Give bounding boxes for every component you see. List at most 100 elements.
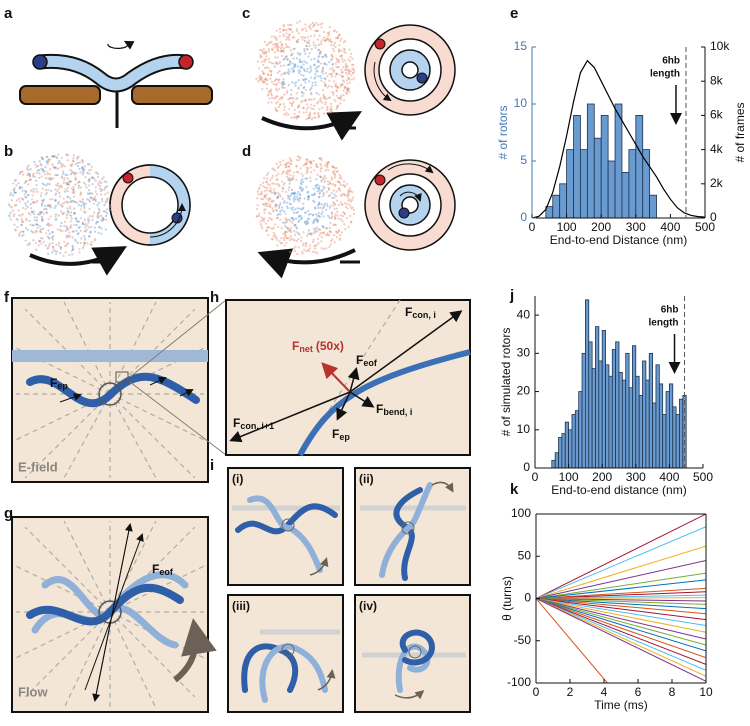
bar <box>552 194 561 219</box>
cloud-dot <box>325 247 328 250</box>
cloud-dot <box>265 180 268 183</box>
cloud-dot <box>84 230 87 233</box>
cloud-dot <box>276 196 280 199</box>
cloud-dot <box>282 102 285 106</box>
cloud-dot <box>331 62 334 66</box>
cloud-dot <box>279 213 282 216</box>
cloud-dot <box>301 99 304 103</box>
cloud-dot <box>268 184 271 187</box>
cloud-dot <box>270 199 274 202</box>
cloud-dot <box>24 202 27 205</box>
cloud-dot <box>289 158 292 162</box>
cloud-dot <box>77 184 81 187</box>
cloud-dot <box>300 73 303 76</box>
cloud-dot <box>308 98 312 101</box>
force-label: Fep <box>332 427 350 442</box>
cloud-dot <box>54 204 57 208</box>
series-line <box>536 598 706 677</box>
cloud-dot <box>264 222 268 225</box>
cloud-dot <box>53 167 56 170</box>
cloud-dot <box>324 54 327 57</box>
cloud-dot <box>287 169 290 172</box>
cloud-dot <box>314 184 317 188</box>
cloud-dot <box>284 230 287 234</box>
cloud-dot <box>306 170 309 173</box>
cloud-dot <box>301 28 304 32</box>
cloud-dot <box>100 189 103 192</box>
cloud-dot <box>292 224 296 227</box>
cloud-dot <box>302 206 305 209</box>
cloud-dot <box>38 160 41 163</box>
cloud-dot <box>260 216 263 219</box>
cloud-dot <box>309 179 312 183</box>
cloud-dot <box>323 77 326 80</box>
cloud-dot <box>291 81 294 84</box>
cloud-dot <box>97 207 100 210</box>
cloud-dot <box>263 81 267 84</box>
cloud-dot <box>336 86 340 89</box>
cloud-dot <box>277 78 280 82</box>
cloud-dot <box>57 214 60 217</box>
cloud-dot <box>282 34 285 38</box>
cloud-dot <box>271 238 274 241</box>
cloud-dot <box>291 192 294 195</box>
cloud-dot <box>323 95 327 99</box>
cloud-dot <box>26 228 30 232</box>
cloud-dot <box>270 237 273 241</box>
cloud-dot <box>283 86 286 90</box>
cloud-dot <box>323 62 326 65</box>
cloud-dot <box>334 85 337 88</box>
cloud-dot <box>336 210 339 213</box>
cloud-dot <box>269 74 273 77</box>
cloud-dot <box>270 80 274 83</box>
cloud-dot <box>310 69 313 72</box>
cloud-dot <box>335 72 338 75</box>
cloud-dot <box>276 56 279 59</box>
cloud-dot <box>347 71 350 74</box>
cloud-dot <box>60 156 63 160</box>
cloud-dot <box>289 97 292 100</box>
cloud-dot <box>304 81 307 84</box>
cloud-dot <box>316 189 319 193</box>
cloud-dot <box>339 237 342 240</box>
cloud-dot <box>266 177 269 180</box>
cloud-dot <box>312 194 315 197</box>
cloud-dot <box>317 61 320 64</box>
cloud-dot <box>68 231 71 234</box>
cloud-dot <box>269 178 272 182</box>
cloud-dot <box>51 231 54 234</box>
cloud-dot <box>100 227 103 230</box>
cloud-dot <box>329 40 333 43</box>
cloud-dot <box>303 60 306 63</box>
cloud-dot <box>301 188 304 192</box>
cloud-dot <box>289 230 293 234</box>
cloud-dot <box>294 245 297 248</box>
cloud-dot <box>280 49 283 52</box>
cloud-dot <box>335 230 338 233</box>
ring-diagrams <box>29 24 456 279</box>
cloud-dot <box>305 44 308 47</box>
cloud-dot <box>291 208 294 212</box>
cloud-dot <box>261 203 265 206</box>
cloud-dot <box>307 229 311 232</box>
cloud-dot <box>343 184 346 187</box>
x-tick-label: 200 <box>591 220 611 234</box>
cloud-dot <box>68 253 71 257</box>
cloud-dot <box>346 193 349 196</box>
cloud-dot <box>304 211 307 214</box>
cloud-dot <box>302 202 305 205</box>
cloud-dot <box>22 173 25 176</box>
cloud-dot <box>275 83 278 86</box>
bar <box>662 414 667 469</box>
cloud-dot <box>100 219 103 222</box>
cloud-dot <box>289 169 292 172</box>
cloud-dot <box>300 208 303 211</box>
cloud-dot <box>91 183 94 186</box>
cloud-dot <box>34 163 37 166</box>
cloud-dot <box>73 173 77 176</box>
cloud-dot <box>318 157 322 160</box>
cloud-dot <box>312 24 315 27</box>
cloud-dot <box>353 69 356 72</box>
cloud-dot <box>83 207 86 210</box>
cloud-dot <box>266 79 269 82</box>
